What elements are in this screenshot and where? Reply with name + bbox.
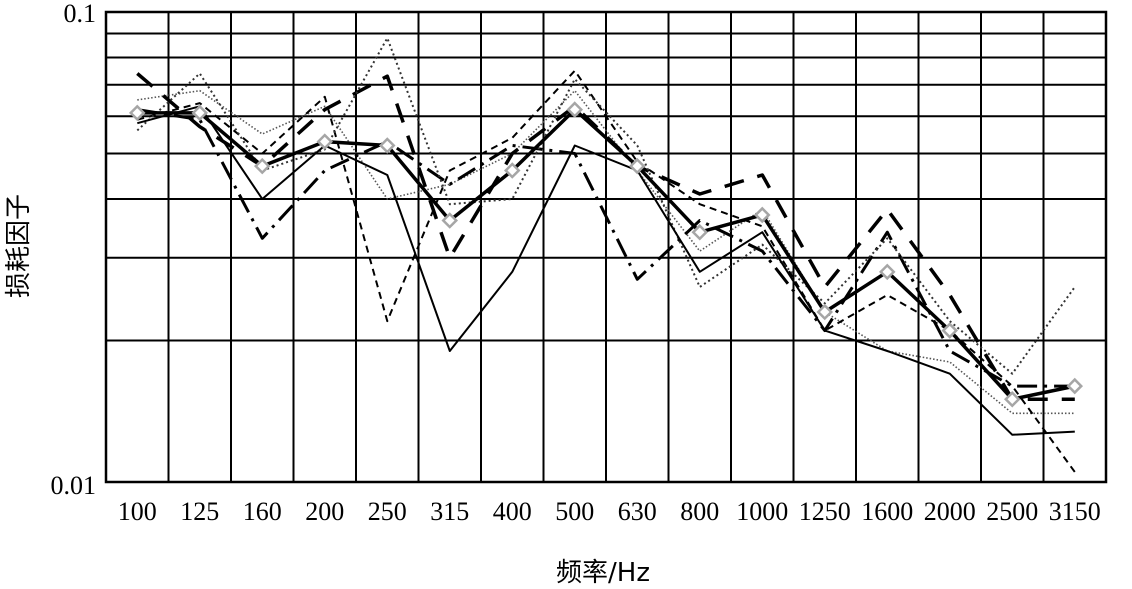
y-axis-label: 损耗因子 bbox=[4, 194, 34, 298]
series-line-thin-solid bbox=[137, 105, 1075, 436]
x-axis-label: 频率/Hz bbox=[556, 558, 650, 588]
x-tick-label: 2000 bbox=[924, 497, 976, 526]
y-tick-label-0.1: 0.1 bbox=[64, 0, 97, 28]
x-tick-label: 2500 bbox=[986, 497, 1038, 526]
data-point-diamond bbox=[378, 137, 396, 154]
data-point-diamond bbox=[1066, 377, 1084, 395]
plot-frame bbox=[104, 10, 1108, 484]
series-line-fine-dotted bbox=[137, 89, 1075, 415]
data-point-diamond bbox=[128, 104, 146, 122]
data-point-diamond bbox=[753, 206, 771, 224]
plot-grid bbox=[106, 12, 1106, 482]
series-line-long-dash bbox=[136, 72, 1075, 401]
x-tick-label: 160 bbox=[243, 497, 282, 526]
data-point-diamond bbox=[878, 263, 896, 281]
series-line-dash-dot bbox=[137, 108, 1075, 388]
data-point-diamond bbox=[503, 162, 521, 179]
x-tick-label: 200 bbox=[305, 497, 344, 526]
data-point-diamond bbox=[191, 104, 209, 122]
y-tick-label-0.01: 0.01 bbox=[51, 471, 97, 500]
series-layer bbox=[136, 37, 1076, 473]
x-tick-label: 400 bbox=[493, 497, 532, 526]
x-tick-label: 100 bbox=[118, 497, 157, 526]
x-tick-label: 315 bbox=[430, 497, 469, 526]
data-point-diamond bbox=[941, 322, 959, 339]
data-point-diamond bbox=[816, 303, 834, 321]
data-point-diamond bbox=[1003, 390, 1021, 408]
data-point-diamond bbox=[691, 223, 709, 241]
x-tick-label: 1600 bbox=[861, 497, 913, 526]
series-line-dashed bbox=[137, 69, 1076, 473]
x-tick-label: 630 bbox=[618, 497, 657, 526]
x-tick-label: 500 bbox=[555, 497, 594, 526]
x-tick-label: 125 bbox=[180, 497, 219, 526]
marker-layer bbox=[128, 101, 1084, 408]
x-tick-labels: 100 125 160 200 250 315 400 500 630 800 1000 1250 16… bbox=[118, 497, 1101, 526]
data-point-diamond bbox=[628, 157, 646, 175]
x-tick-label: 800 bbox=[680, 497, 719, 526]
x-tick-label: 250 bbox=[368, 497, 407, 526]
series-line-thick-solid-diamond bbox=[137, 107, 1076, 401]
x-tick-label: 1250 bbox=[799, 497, 851, 526]
data-point-diamond bbox=[316, 133, 334, 150]
data-point-diamond bbox=[566, 101, 584, 118]
data-point-diamond bbox=[441, 212, 459, 229]
data-point-diamond bbox=[253, 157, 271, 175]
x-tick-label: 1000 bbox=[736, 497, 788, 526]
x-tick-label: 3150 bbox=[1049, 497, 1101, 526]
